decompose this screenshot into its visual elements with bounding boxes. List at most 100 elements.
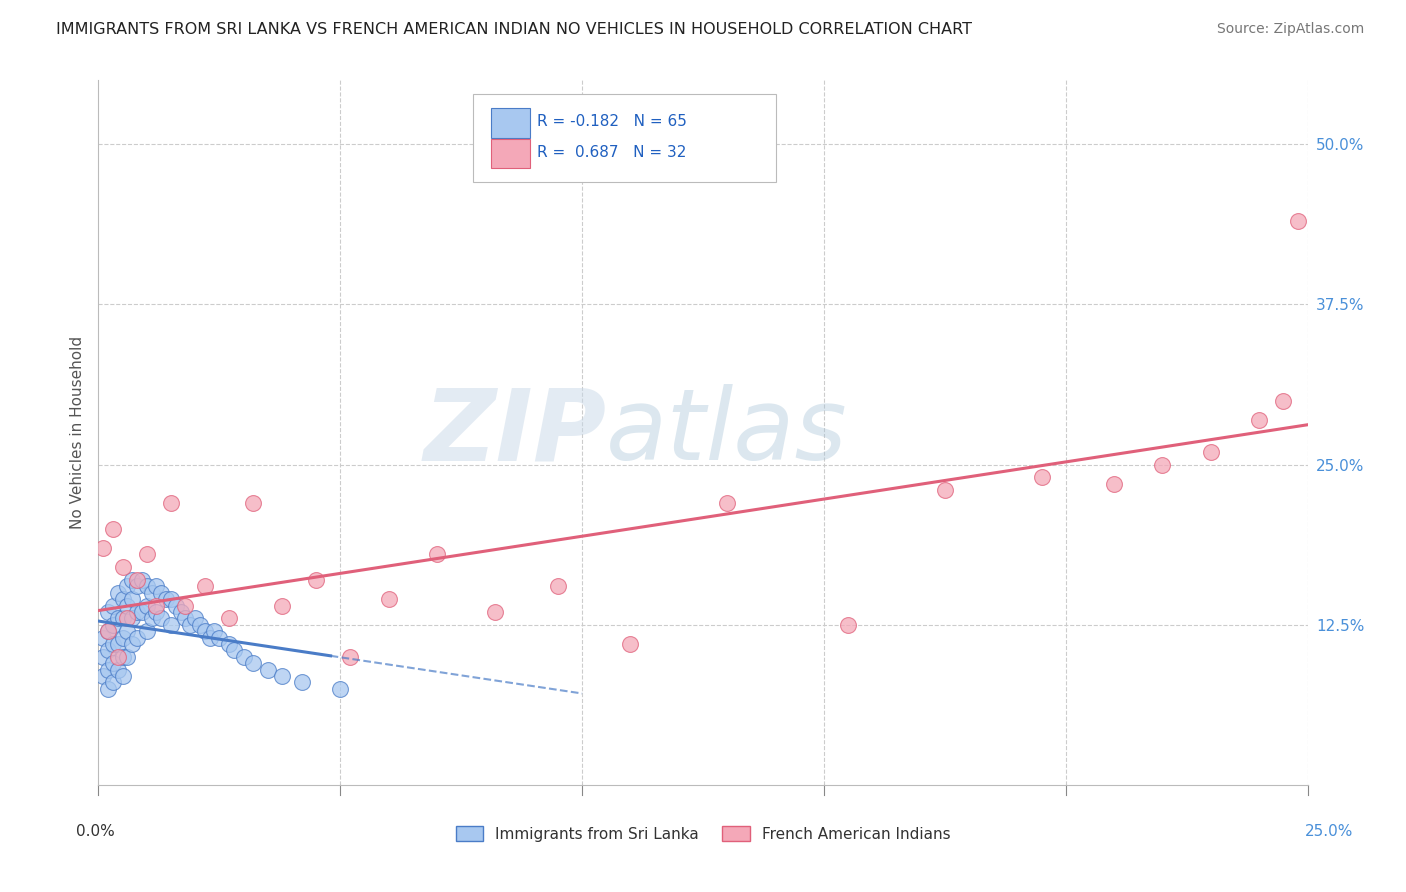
Point	[174, 611, 197, 625]
Point	[107, 663, 129, 677]
Point	[111, 649, 134, 664]
Point	[121, 592, 143, 607]
FancyBboxPatch shape	[474, 95, 776, 183]
Point	[111, 592, 134, 607]
Text: atlas: atlas	[606, 384, 848, 481]
Point	[135, 599, 157, 613]
Point	[145, 599, 167, 613]
Point	[121, 637, 143, 651]
Point	[135, 624, 157, 639]
Point	[329, 681, 352, 696]
Text: Source: ZipAtlas.com: Source: ZipAtlas.com	[1216, 22, 1364, 37]
Point	[232, 649, 254, 664]
Point	[547, 579, 569, 593]
Point	[1249, 413, 1271, 427]
Point	[117, 611, 139, 625]
Point	[117, 599, 139, 613]
Point	[155, 592, 177, 607]
Text: 0.0%: 0.0%	[76, 824, 115, 838]
Point	[111, 560, 134, 574]
Point	[194, 579, 217, 593]
Text: R =  0.687   N = 32: R = 0.687 N = 32	[537, 145, 686, 160]
Point	[101, 617, 124, 632]
Point	[97, 643, 120, 657]
Point	[1031, 470, 1053, 484]
Point	[97, 605, 120, 619]
Point	[91, 631, 114, 645]
Point	[135, 547, 157, 561]
Point	[256, 663, 278, 677]
Point	[339, 649, 361, 664]
Point	[97, 663, 120, 677]
Point	[101, 657, 124, 671]
FancyBboxPatch shape	[492, 109, 530, 138]
Point	[107, 637, 129, 651]
Point	[188, 617, 211, 632]
Point	[194, 624, 217, 639]
Text: ZIP: ZIP	[423, 384, 606, 481]
Point	[107, 649, 129, 664]
Point	[208, 631, 231, 645]
Point	[242, 496, 264, 510]
Point	[150, 611, 173, 625]
Point	[198, 631, 221, 645]
Point	[131, 605, 153, 619]
Point	[619, 637, 641, 651]
Point	[111, 669, 134, 683]
Point	[141, 611, 163, 625]
Point	[1152, 458, 1174, 472]
Point	[160, 592, 183, 607]
Point	[169, 605, 191, 619]
Point	[101, 637, 124, 651]
Point	[127, 605, 149, 619]
Point	[117, 649, 139, 664]
Point	[111, 611, 134, 625]
Point	[426, 547, 449, 561]
Point	[204, 624, 226, 639]
Legend: Immigrants from Sri Lanka, French American Indians: Immigrants from Sri Lanka, French Americ…	[450, 820, 956, 847]
Text: 25.0%: 25.0%	[1305, 824, 1353, 838]
Point	[837, 617, 859, 632]
Point	[141, 586, 163, 600]
Point	[271, 599, 294, 613]
Point	[377, 592, 399, 607]
Point	[1286, 214, 1309, 228]
Point	[184, 611, 207, 625]
Point	[934, 483, 956, 498]
Point	[127, 579, 149, 593]
Point	[121, 611, 143, 625]
Y-axis label: No Vehicles in Household: No Vehicles in Household	[69, 336, 84, 529]
Point	[127, 573, 149, 587]
Point	[145, 579, 167, 593]
Point	[107, 611, 129, 625]
FancyBboxPatch shape	[492, 139, 530, 169]
Point	[1102, 476, 1125, 491]
Point	[160, 617, 183, 632]
Point	[135, 579, 157, 593]
Point	[97, 624, 120, 639]
Point	[1199, 445, 1222, 459]
Point	[111, 631, 134, 645]
Point	[97, 681, 120, 696]
Point	[484, 605, 506, 619]
Point	[716, 496, 738, 510]
Point	[290, 675, 312, 690]
Point	[174, 599, 197, 613]
Point	[160, 496, 183, 510]
Point	[101, 675, 124, 690]
Point	[222, 643, 245, 657]
Point	[145, 605, 167, 619]
Point	[305, 573, 328, 587]
Point	[101, 599, 124, 613]
Point	[117, 624, 139, 639]
Point	[131, 573, 153, 587]
Point	[218, 637, 240, 651]
Point	[150, 586, 173, 600]
Point	[101, 522, 124, 536]
Point	[127, 631, 149, 645]
Point	[117, 579, 139, 593]
Point	[91, 669, 114, 683]
Point	[91, 541, 114, 555]
Point	[1272, 393, 1295, 408]
Point	[107, 586, 129, 600]
